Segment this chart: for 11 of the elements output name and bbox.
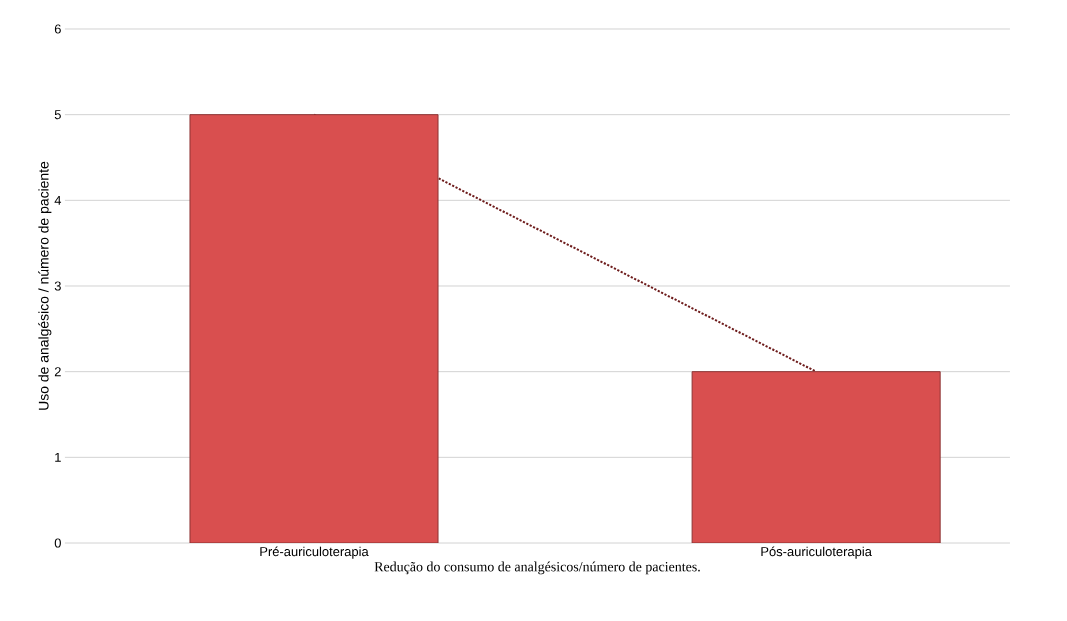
y-tick-label: 5 <box>54 110 61 120</box>
y-tick-label: 3 <box>54 281 61 291</box>
y-tick-label: 1 <box>55 452 61 462</box>
y-tick-label: 0 <box>54 538 61 548</box>
x-tick-label: Pré-auriculoterapia <box>260 546 369 559</box>
x-tick-label: Pós-auriculoterapia <box>761 546 872 559</box>
y-tick-label: 2 <box>54 367 61 377</box>
y-axis-title: Uso de analgésico / número de paciente <box>38 161 52 410</box>
y-tick-label: 6 <box>54 24 61 34</box>
x-axis-title: Redução do consumo de analgésicos/número de pacientes. <box>374 561 700 575</box>
y-tick-label: 4 <box>54 195 62 205</box>
